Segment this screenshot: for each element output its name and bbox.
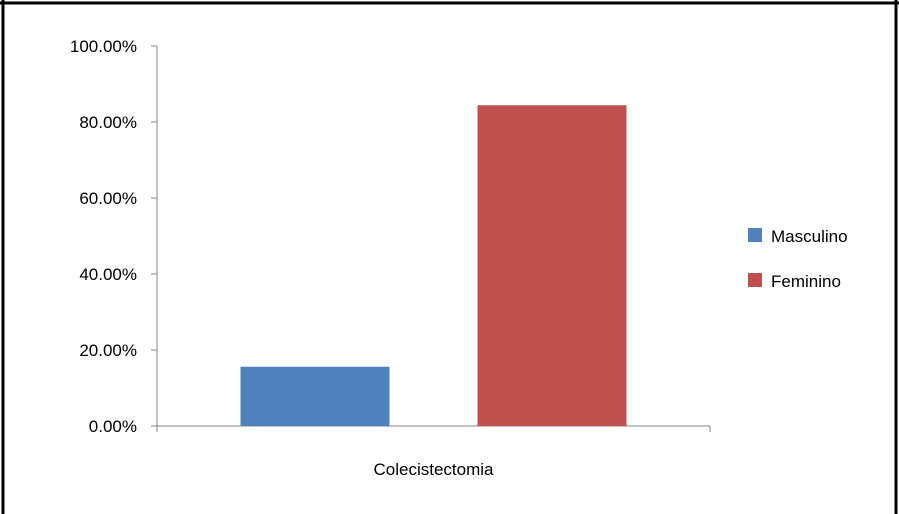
bar-feminino: [477, 105, 627, 426]
legend-label: Feminino: [771, 272, 841, 291]
x-category-label: Colecistectomia: [374, 460, 495, 479]
legend-swatch-masculino: [748, 228, 762, 242]
bar-masculino: [240, 366, 390, 426]
y-ticks: 0.00% 20.00% 40.00% 60.00% 80.00% 100.00%: [70, 37, 157, 436]
y-tick-label: 0.00%: [89, 417, 137, 436]
axes: [156, 46, 711, 432]
y-tick-label: 100.00%: [70, 37, 137, 56]
legend-swatch-feminino: [748, 273, 762, 287]
bars: [240, 105, 627, 426]
y-tick-label: 60.00%: [79, 189, 137, 208]
x-categories: Colecistectomia: [374, 460, 495, 479]
y-tick-label: 80.00%: [79, 113, 137, 132]
y-tick-label: 20.00%: [79, 341, 137, 360]
legend: Masculino Feminino: [748, 227, 848, 291]
legend-label: Masculino: [771, 227, 848, 246]
y-tick-label: 40.00%: [79, 265, 137, 284]
